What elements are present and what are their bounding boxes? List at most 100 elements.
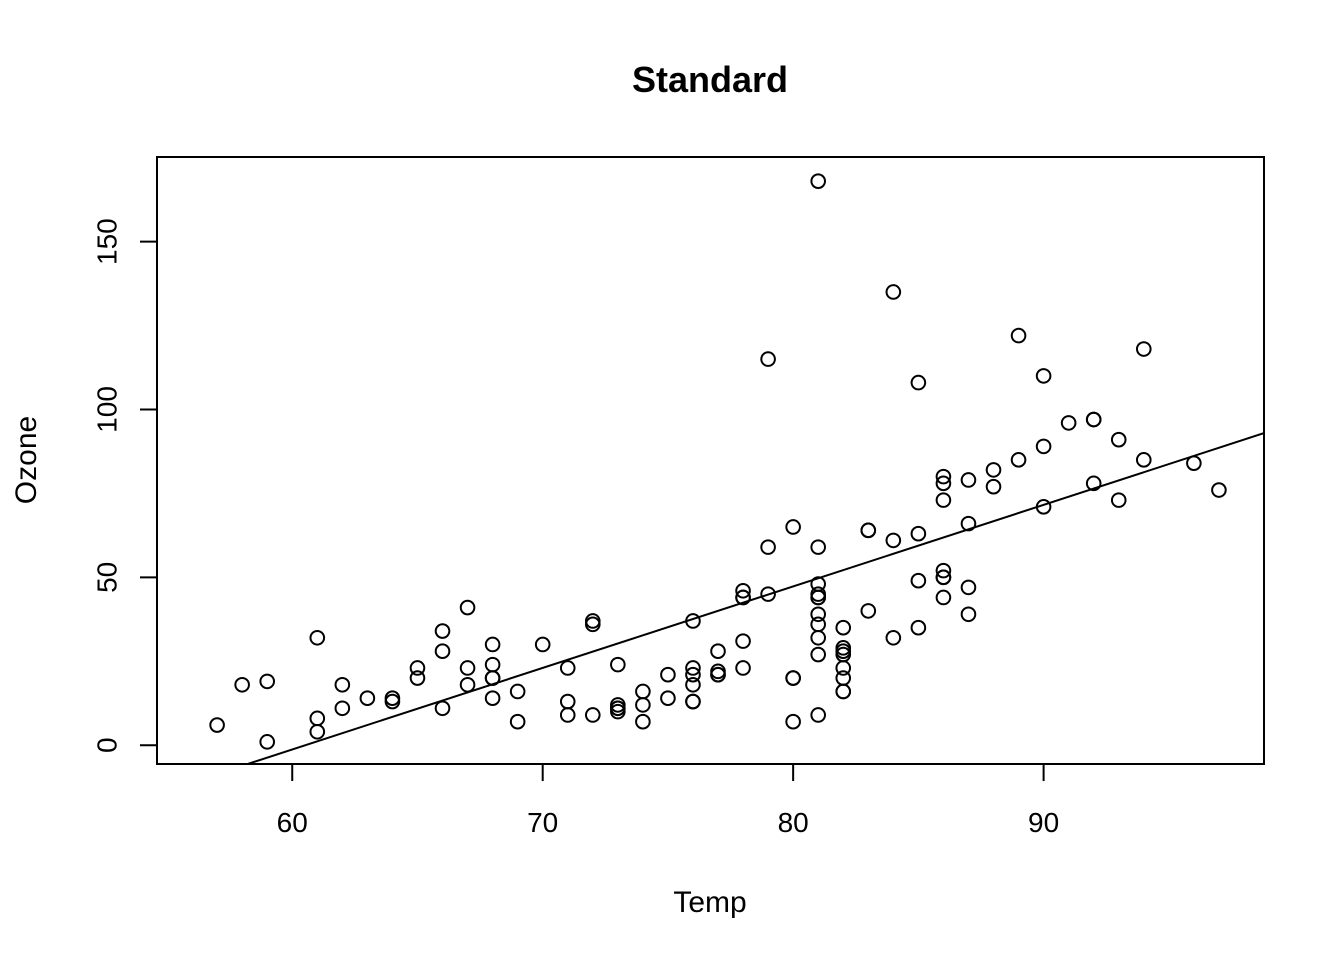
data-point [1085, 411, 1102, 428]
data-point [810, 606, 826, 623]
data-point [1110, 431, 1127, 448]
data-point [910, 525, 927, 542]
data-point [885, 284, 902, 300]
data-point [309, 629, 326, 646]
data-point [810, 616, 826, 633]
data-point [459, 599, 476, 616]
data-point [910, 619, 927, 636]
y-tick-label: 150 [91, 218, 122, 265]
data-point [785, 519, 801, 535]
data-point [760, 539, 776, 555]
data-point [935, 569, 952, 586]
data-point [610, 656, 626, 673]
data-point [710, 666, 726, 683]
data-point [1060, 415, 1077, 431]
data-point [1211, 482, 1227, 498]
data-point [1135, 452, 1152, 468]
data-point [935, 468, 952, 485]
data-point [960, 579, 977, 596]
data-point [885, 629, 902, 646]
data-point [935, 475, 952, 492]
data-point [584, 613, 601, 629]
data-point [685, 666, 701, 683]
x-tick-label: 80 [778, 807, 809, 838]
data-point [610, 700, 626, 717]
data-point [910, 572, 927, 589]
data-point [660, 690, 676, 706]
data-point [309, 723, 326, 740]
data-point [810, 539, 826, 555]
data-point [810, 707, 826, 723]
data-point [534, 636, 551, 653]
data-point [935, 589, 952, 606]
data-point [835, 660, 852, 676]
data-point [459, 660, 476, 676]
data-point [860, 522, 877, 539]
y-axis-label: Ozone [10, 416, 43, 504]
x-axis-label: Temp [673, 886, 746, 919]
regression-line [244, 432, 1264, 764]
data-point [509, 713, 526, 730]
x-axis: 60 70 80 90 [277, 763, 1059, 838]
data-point [685, 676, 701, 693]
data-point [785, 713, 801, 730]
y-axis: 0 50 100 150 [91, 218, 158, 753]
data-point [810, 646, 826, 663]
data-point [760, 586, 776, 602]
data-point [860, 603, 877, 619]
data-point [434, 623, 451, 639]
data-point [735, 633, 751, 649]
data-point [835, 683, 852, 700]
data-point [635, 683, 651, 700]
data-point [334, 676, 351, 693]
data-point [484, 656, 501, 673]
data-point [835, 619, 852, 636]
data-point [735, 582, 751, 599]
data-point [910, 374, 927, 391]
data-point [1035, 499, 1052, 515]
data-point [785, 670, 801, 686]
data-point [484, 670, 501, 686]
data-point [459, 676, 476, 693]
data-point [935, 492, 952, 508]
data-point [434, 700, 451, 717]
data-point [259, 673, 275, 690]
data-point [484, 636, 501, 653]
data-point [334, 700, 351, 717]
data-point [835, 646, 852, 663]
data-point [835, 640, 852, 656]
data-point [960, 606, 977, 623]
y-tick-label: 100 [91, 386, 122, 433]
data-point [935, 562, 952, 579]
data-point [234, 676, 250, 693]
x-tick-label: 60 [277, 807, 308, 838]
data-point [1110, 492, 1127, 508]
data-point [985, 478, 1002, 495]
data-point [660, 666, 676, 683]
data-point [409, 660, 426, 676]
data-point [1010, 327, 1027, 344]
data-point [584, 707, 601, 723]
data-point [434, 643, 451, 659]
data-point [960, 472, 977, 488]
chart-title: Standard [632, 59, 788, 100]
data-point [685, 613, 701, 629]
data-point [1035, 438, 1052, 455]
data-point [685, 693, 701, 710]
data-point [259, 734, 275, 750]
data-point [1035, 368, 1052, 384]
data-point [635, 713, 651, 730]
data-point [810, 173, 826, 189]
data-point [635, 697, 651, 713]
data-point [359, 690, 376, 706]
data-point [509, 683, 526, 700]
x-tick-label: 70 [527, 807, 558, 838]
data-points [209, 173, 1227, 750]
data-point [1186, 455, 1202, 471]
data-point [559, 707, 576, 723]
data-point [484, 690, 501, 706]
data-point [559, 660, 576, 676]
data-point [760, 351, 776, 367]
y-tick-label: 50 [91, 562, 122, 593]
